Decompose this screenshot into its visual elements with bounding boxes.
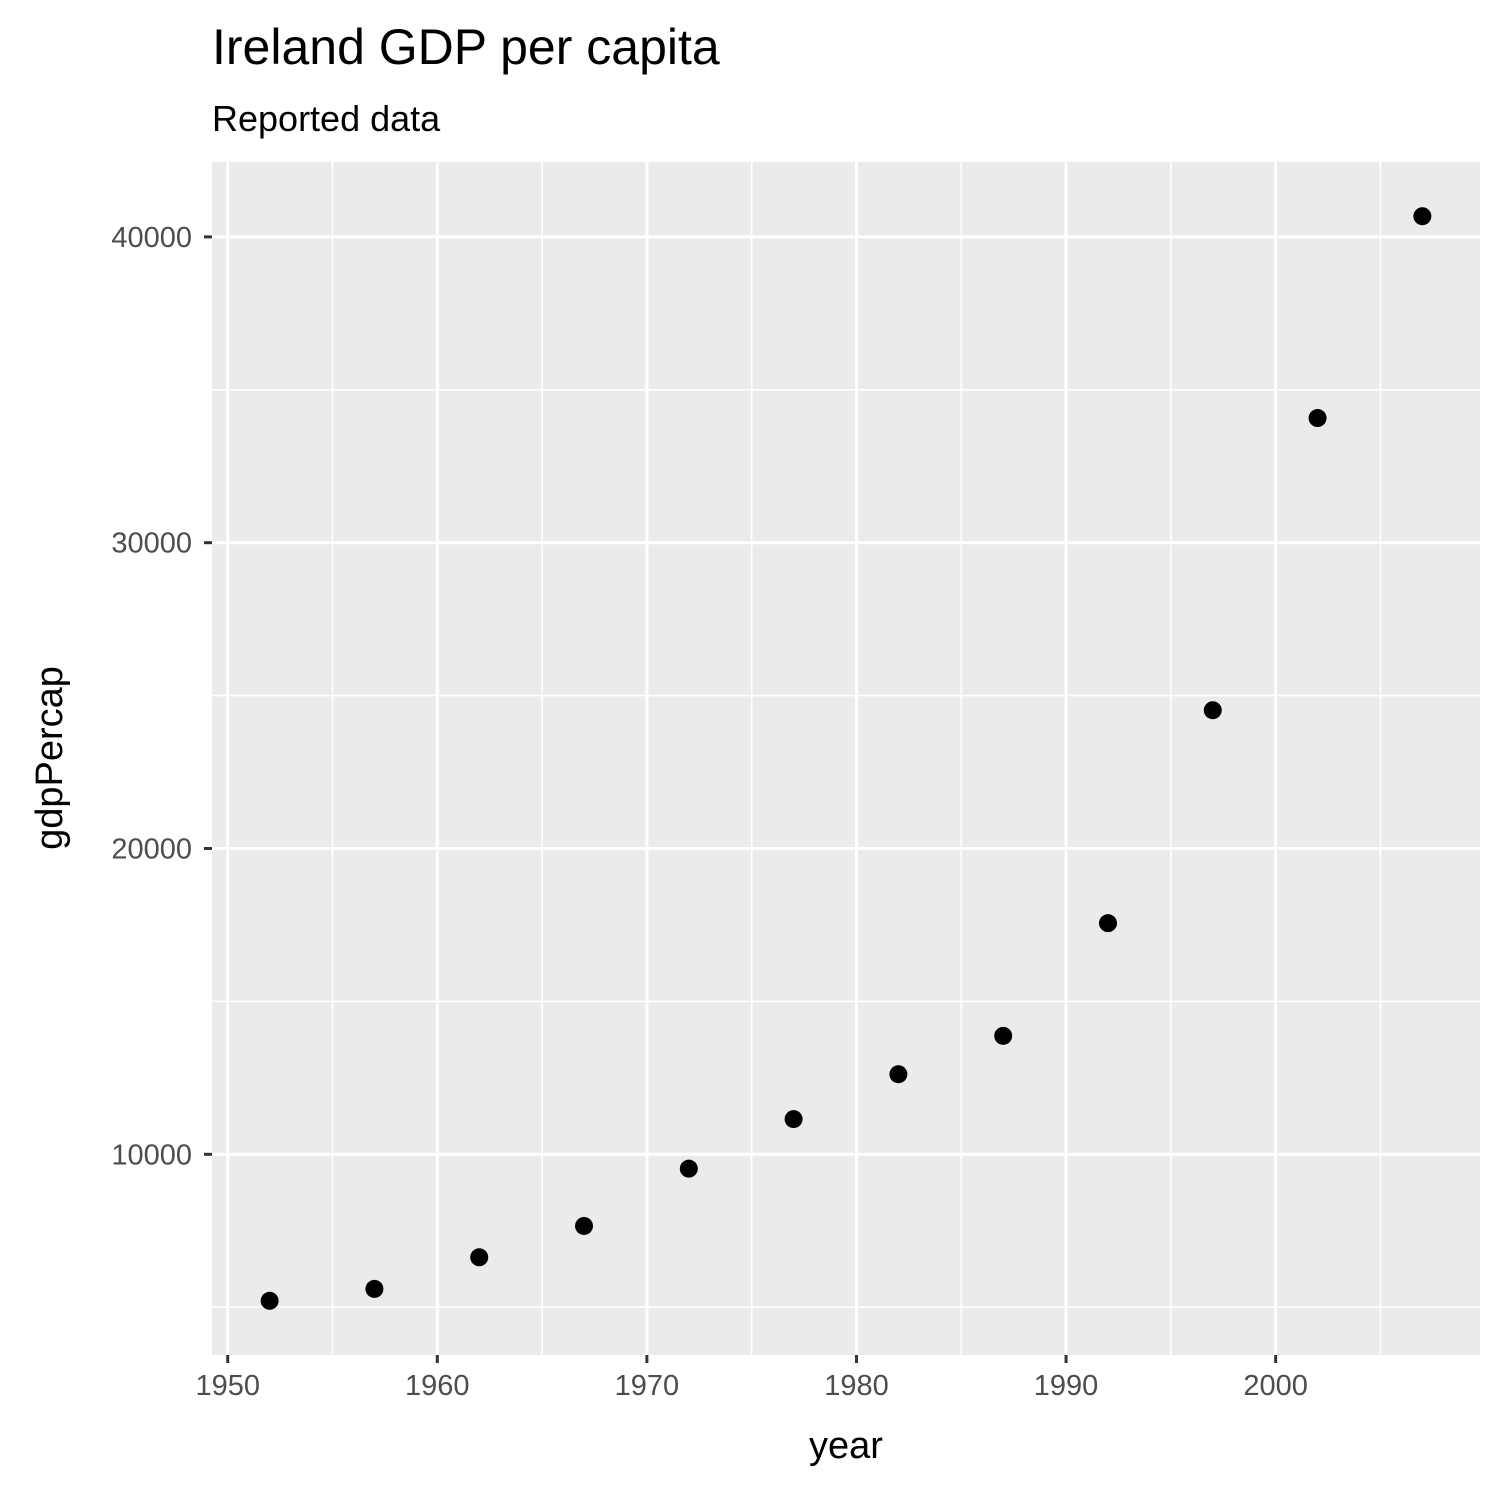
minor-gridlines [212, 162, 1480, 1355]
data-point [1098, 914, 1117, 933]
data-point [575, 1216, 594, 1235]
y-tick-label: 30000 [111, 528, 192, 560]
y-tick-label: 20000 [111, 833, 192, 865]
x-tick-label: 1990 [1034, 1370, 1099, 1402]
data-point [994, 1026, 1013, 1045]
y-tick-label: 40000 [111, 222, 192, 254]
plot-panel [212, 162, 1480, 1355]
y-tick-label: 10000 [111, 1139, 192, 1171]
x-axis: 1950 1960 1970 1980 1990 2000 [195, 1355, 1308, 1402]
y-axis: 10000 20000 30000 40000 [111, 222, 212, 1171]
data-point [365, 1279, 384, 1298]
x-tick-label: 2000 [1243, 1370, 1308, 1402]
x-tick-label: 1950 [195, 1370, 260, 1402]
data-point [470, 1248, 489, 1267]
data-point [784, 1110, 803, 1129]
data-point [679, 1159, 698, 1178]
x-axis-title: year [809, 1425, 883, 1467]
data-point [1203, 701, 1222, 720]
x-tick-label: 1960 [405, 1370, 470, 1402]
data-point [260, 1291, 279, 1310]
chart-subtitle: Reported data [212, 98, 441, 139]
chart-title: Ireland GDP per capita [212, 19, 720, 75]
y-axis-title: gdpPercap [29, 666, 71, 850]
data-points [260, 207, 1432, 1310]
major-gridlines [212, 162, 1480, 1355]
x-tick-label: 1970 [615, 1370, 680, 1402]
x-tick-label: 1980 [824, 1370, 889, 1402]
data-point [1413, 207, 1432, 226]
data-point [889, 1065, 908, 1084]
data-point [1308, 409, 1327, 428]
